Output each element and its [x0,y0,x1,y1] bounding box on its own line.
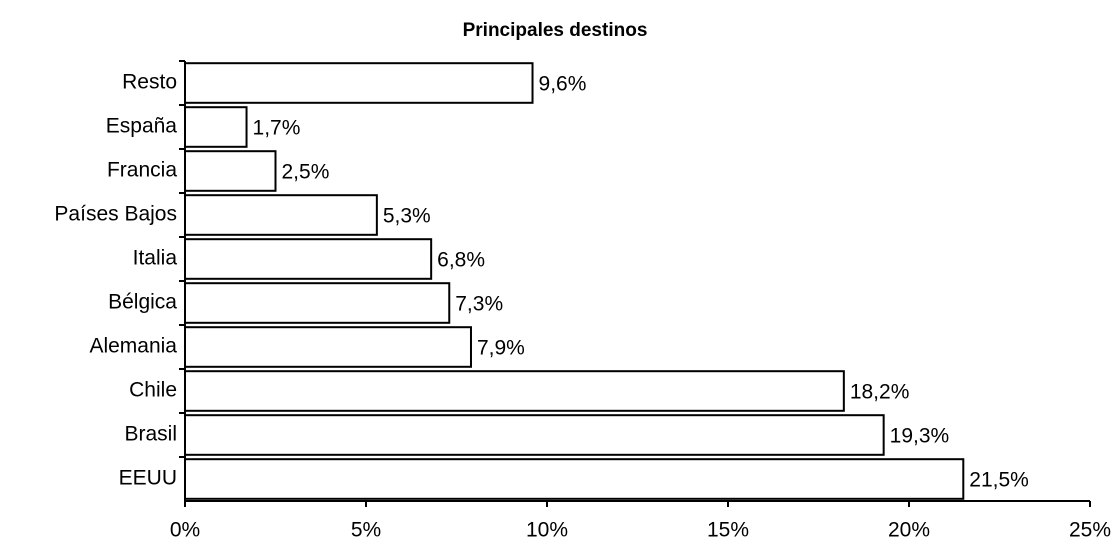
bar [184,458,965,500]
value-label: 19,3% [890,425,950,448]
bar [184,282,451,324]
bar [184,106,248,148]
bar [184,62,534,104]
x-tick-label: 5% [351,519,381,542]
x-tick-label: 25% [1069,519,1111,542]
value-label: 7,3% [455,293,503,316]
y-tick-label: EEUU [119,467,177,490]
value-label: 2,5% [282,161,330,184]
y-tick-label: Brasil [124,423,177,446]
value-label: 5,3% [383,205,431,228]
x-tick-label: 10% [526,519,568,542]
x-tick-label: 15% [707,519,749,542]
chart-title: Principales destinos [463,20,648,41]
bar [184,370,845,412]
y-tick-label: Alemania [89,335,177,358]
x-tick-label: 0% [170,519,200,542]
bar [184,326,472,368]
y-tick-label: Italia [133,247,178,270]
y-tick-label: Chile [129,379,177,402]
value-label: 6,8% [437,249,485,272]
y-tick-label: Francia [107,159,177,182]
value-label: 18,2% [850,381,910,404]
value-label: 1,7% [253,117,301,140]
bar [184,414,885,456]
y-tick-label: Países Bajos [54,203,177,226]
y-tick-label: Bélgica [108,291,177,314]
value-label: 21,5% [969,469,1029,492]
x-tick-label: 20% [888,519,930,542]
bar [184,238,433,280]
value-label: 9,6% [539,73,587,96]
bar [184,150,277,192]
y-tick-label: Resto [122,71,177,94]
bar [184,194,378,236]
y-tick-label: España [106,115,178,138]
value-label: 7,9% [477,337,525,360]
